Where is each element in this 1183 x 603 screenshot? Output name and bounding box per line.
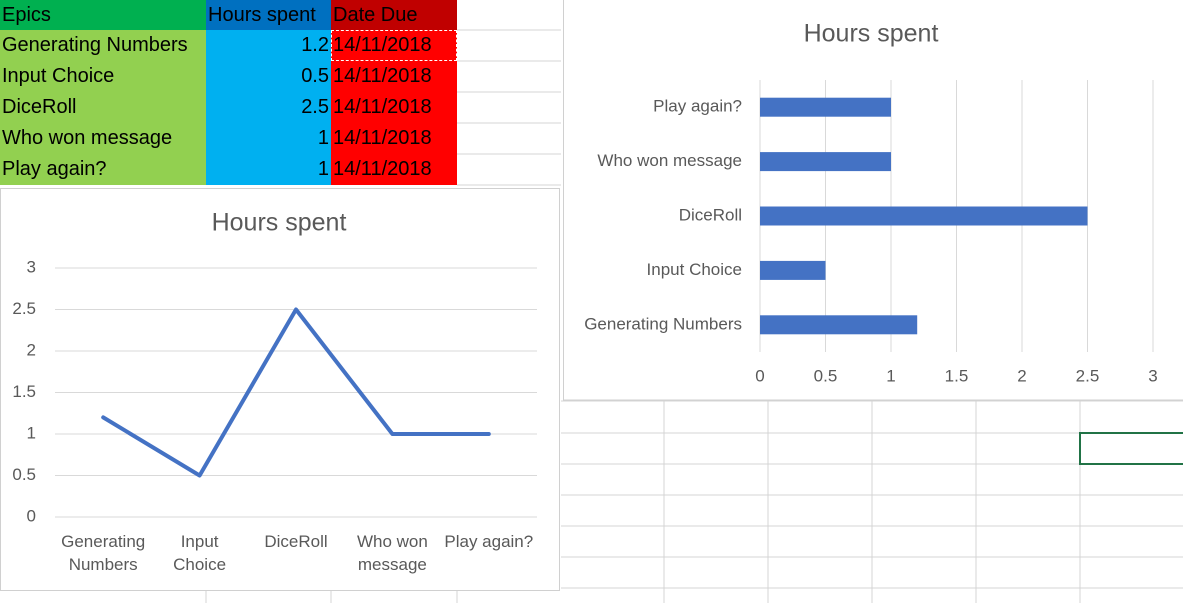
x-tick-label: Play again?: [444, 532, 534, 551]
table-cell: 2.5: [206, 92, 331, 123]
table-cell: Play again?: [0, 154, 206, 185]
table-cell: 14/11/2018: [331, 92, 457, 123]
table-cell: 1: [206, 154, 331, 185]
x-tick-label: DiceRoll: [264, 532, 328, 551]
x-tick-label: 0.5: [814, 366, 838, 385]
table-cell: Generating Numbers: [0, 30, 206, 61]
table-cell: DiceRoll: [0, 92, 206, 123]
bar: [760, 260, 826, 280]
copy-marquee: [331, 30, 457, 61]
x-tick-label: 0: [755, 366, 764, 385]
header-cell: Hours spent: [206, 0, 331, 30]
table-cell: 14/11/2018: [331, 123, 457, 154]
x-tick-label: Who won message: [356, 532, 428, 574]
bar: [760, 97, 891, 117]
x-tick-label: 1.5: [945, 366, 969, 385]
y-tick-label: DiceRoll: [679, 205, 742, 224]
table-cell: 14/11/2018: [331, 30, 457, 61]
x-tick-label: 2: [1017, 366, 1026, 385]
y-tick-label: Play again?: [653, 97, 742, 116]
table-cell: 1: [206, 123, 331, 154]
selected-cell[interactable]: [1079, 432, 1183, 465]
table-cell: 0.5: [206, 61, 331, 92]
y-tick-label: 3: [27, 257, 36, 276]
y-tick-label: 1.5: [12, 382, 36, 401]
x-tick-label: Input Choice: [173, 532, 227, 574]
x-tick-label: 3: [1148, 366, 1157, 385]
y-tick-label: Input Choice: [647, 260, 742, 279]
y-tick-label: Generating Numbers: [584, 314, 742, 333]
y-tick-label: 2: [27, 340, 36, 359]
chart-title: Hours spent: [212, 209, 347, 237]
bar-chart-frame: [563, 0, 1183, 401]
header-cell: Date Due: [331, 0, 457, 30]
table-cell: Input Choice: [0, 61, 206, 92]
y-tick-label: 0: [27, 506, 36, 525]
x-tick-label: 2.5: [1076, 366, 1100, 385]
header-cell: Epics: [0, 0, 206, 30]
y-tick-label: 1: [27, 423, 36, 442]
y-tick-label: 2.5: [12, 299, 36, 318]
x-tick-label: Generating Numbers: [61, 532, 146, 574]
bar: [760, 206, 1088, 226]
y-tick-label: Who won message: [597, 151, 742, 170]
table-cell: Who won message: [0, 123, 206, 154]
line-chart-frame: [0, 188, 560, 591]
bar: [760, 152, 891, 172]
bar: [760, 315, 918, 335]
table-cell: 14/11/2018: [331, 61, 457, 92]
line: [101, 307, 491, 478]
table-cell: 1.2: [206, 30, 331, 61]
chart-title: Hours spent: [804, 20, 939, 48]
y-tick-label: 0.5: [12, 465, 36, 484]
table-cell: 14/11/2018: [331, 154, 457, 185]
x-tick-label: 1: [886, 366, 895, 385]
